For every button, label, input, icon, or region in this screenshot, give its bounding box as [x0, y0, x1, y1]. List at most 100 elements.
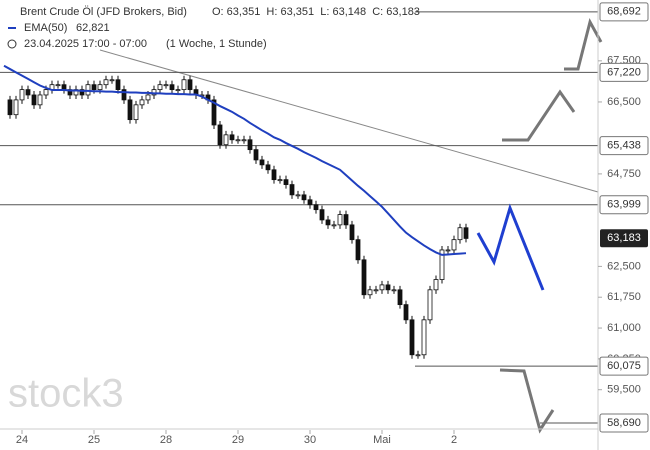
candle	[85, 84, 91, 96]
candle	[235, 139, 241, 142]
level-label: 63,999	[607, 199, 641, 211]
candle	[103, 79, 109, 86]
forecast-gray	[499, 368, 555, 434]
legend-interval: (1 Woche, 1 Stunde)	[166, 38, 267, 50]
legend: Brent Crude Öl (JFD Brokers, Bid) O: 63,…	[7, 6, 420, 50]
level-label: 68,692	[607, 6, 641, 18]
candle	[373, 289, 379, 292]
candle	[463, 227, 469, 239]
level-label: 60,075	[607, 360, 641, 372]
candle	[301, 194, 307, 201]
ema-line	[3, 64, 467, 256]
candle	[229, 134, 235, 141]
x-tick-label: 29	[232, 434, 244, 446]
level-label-box	[599, 195, 649, 215]
candle	[433, 279, 439, 291]
candle	[109, 79, 115, 82]
candle	[127, 99, 133, 121]
level-label-box	[599, 62, 649, 82]
candle	[289, 184, 295, 196]
candle	[349, 224, 355, 241]
x-tick-label: 25	[88, 434, 100, 446]
candle	[121, 89, 127, 101]
candle	[319, 209, 325, 221]
candle	[223, 134, 229, 146]
candle	[361, 259, 367, 296]
candle	[7, 99, 13, 116]
forecast-gray	[564, 17, 603, 71]
x-tick-label: 2	[451, 434, 457, 446]
y-tick-label: 66,500	[607, 96, 641, 108]
level-label-box	[599, 2, 649, 22]
clock-icon	[7, 39, 17, 49]
x-tick-label: 24	[16, 434, 28, 446]
candle	[277, 179, 283, 182]
candle	[259, 159, 265, 166]
x-tick-label: 30	[304, 434, 316, 446]
candle	[43, 89, 49, 96]
last-price-box	[600, 229, 648, 248]
candle	[241, 139, 247, 142]
candle	[145, 94, 151, 101]
y-tick-label: 61,000	[607, 322, 641, 334]
candle	[217, 124, 223, 146]
candle	[61, 84, 67, 91]
y-tick-label: 64,750	[607, 168, 641, 180]
candle	[133, 104, 139, 121]
candle	[55, 84, 61, 87]
candle	[415, 354, 421, 357]
candle	[31, 94, 37, 106]
y-tick-label: 61,750	[607, 291, 641, 303]
candle	[175, 89, 181, 92]
level-label: 65,438	[607, 140, 641, 152]
legend-ema: EMA(50)	[24, 22, 67, 34]
y-tick-label: 62,500	[607, 260, 641, 272]
legend-ohlc: O: 63,351 H: 63,351 L: 63,148 C: 63,183	[212, 6, 420, 18]
candle	[331, 224, 337, 227]
candle	[37, 94, 43, 106]
candle	[457, 227, 463, 241]
candle	[445, 249, 451, 252]
candle	[325, 219, 331, 226]
x-tick-label: 28	[160, 434, 172, 446]
candle	[427, 289, 433, 321]
candle	[187, 79, 193, 91]
x-tick-label: Mai	[373, 434, 391, 446]
candle	[421, 319, 427, 356]
last-price-label: 63,183	[607, 232, 641, 244]
level-label-box	[599, 356, 649, 376]
y-tick-label: 59,500	[607, 384, 641, 396]
candle	[25, 89, 31, 96]
candle	[337, 214, 343, 226]
legend-instrument: Brent Crude Öl (JFD Brokers, Bid)	[20, 6, 187, 18]
level-label: 67,220	[607, 66, 641, 78]
candle	[271, 169, 277, 181]
candle	[91, 84, 97, 91]
candle	[307, 199, 313, 206]
forecast-blue	[476, 203, 545, 291]
level-label-box	[599, 413, 649, 433]
candle	[367, 289, 373, 296]
candle	[379, 284, 385, 291]
candle	[343, 214, 349, 226]
candle	[439, 249, 445, 280]
candle	[385, 284, 391, 291]
candle	[115, 79, 121, 91]
candle	[13, 99, 19, 116]
candle	[157, 84, 163, 91]
candle	[451, 239, 457, 251]
candle	[139, 99, 145, 106]
forecast-gray	[502, 89, 576, 142]
candle	[163, 84, 169, 87]
candle	[355, 239, 361, 261]
candle	[19, 89, 25, 101]
candle	[397, 289, 403, 306]
candle	[313, 204, 319, 211]
candle	[265, 164, 271, 171]
candle	[409, 319, 415, 356]
candle	[79, 89, 85, 96]
level-label-box	[599, 136, 649, 156]
level-label: 58,690	[607, 417, 641, 429]
